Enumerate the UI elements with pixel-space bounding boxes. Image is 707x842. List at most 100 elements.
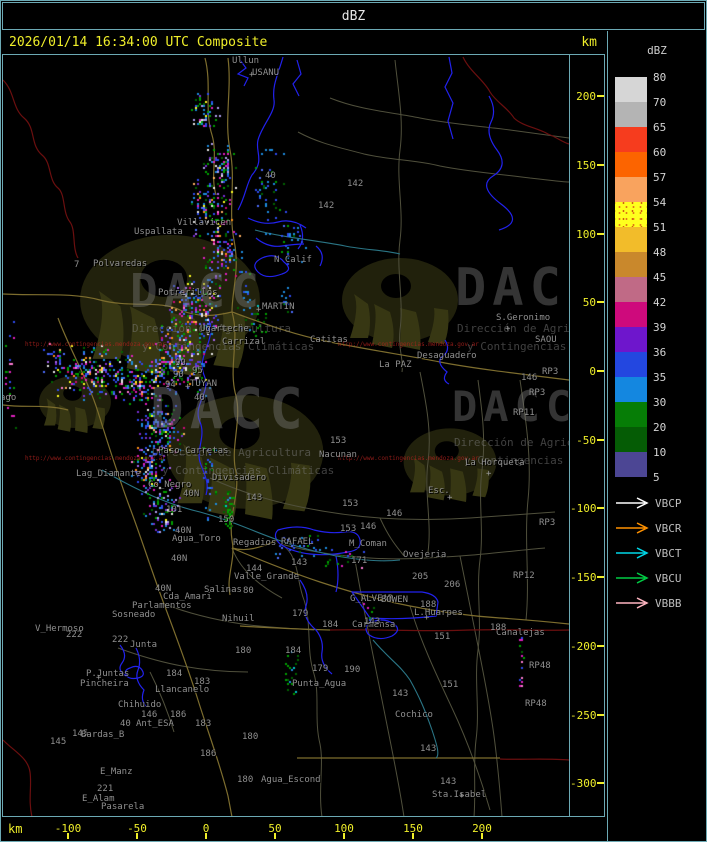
map-label: Paso_Carretas (158, 446, 229, 456)
scale-color-box (615, 427, 647, 452)
scale-color-box (615, 352, 647, 377)
map-label: 146 (360, 522, 377, 532)
map-label: N Calif (274, 255, 312, 265)
scale-value-label: 30 (653, 396, 667, 409)
map-label: 143 (291, 558, 308, 568)
axis-tick (597, 301, 604, 303)
map-label: M_Coman (349, 539, 387, 549)
map-label: La Horqueta (465, 458, 525, 468)
map-label: Catitas (310, 335, 348, 345)
scale-color-box (615, 302, 647, 327)
map-label: Polvaredas (93, 259, 148, 269)
axis-tick-label: -300 (570, 777, 597, 790)
map-label: 186 (170, 710, 187, 720)
map-label: V_Hermoso (35, 624, 84, 634)
axis-tick (597, 645, 604, 647)
legend-label: VBCU (655, 572, 682, 585)
map-label: Llancanelo (155, 685, 210, 695)
map-frame (2, 54, 570, 817)
map-label: 7 (74, 260, 80, 270)
scale-value-label: 20 (653, 421, 667, 434)
scale-color-box (615, 377, 647, 402)
scale-color-box (615, 177, 647, 202)
scale-color-box (615, 252, 647, 277)
watermark-url: http://www.contingencias.mendoza.gov.ar (338, 455, 479, 462)
axis-tick (597, 233, 604, 235)
map-label: Bardas_B (81, 730, 125, 740)
map-label: 153 (342, 499, 359, 509)
map-label: 184 (285, 646, 302, 656)
map-label: Cda_Amari (163, 592, 212, 602)
town-marker-icon: + (447, 493, 453, 503)
map-label: Agua_Escond (261, 775, 321, 785)
map-label: Regadios (233, 538, 277, 548)
map-label: 143 (440, 777, 457, 787)
map-label: 142 (347, 179, 364, 189)
map-label: 186 (200, 749, 217, 759)
scale-color-box (615, 452, 647, 477)
map-label: 171 (351, 556, 368, 566)
map-label: RP11 (513, 408, 535, 418)
axis-tick-label: -50 (576, 434, 596, 447)
map-label: Carrizal (222, 337, 266, 347)
axis-tick-label: 150 (403, 822, 423, 835)
map-label: 151 (442, 680, 459, 690)
scale-color-box (615, 227, 647, 252)
map-label: RP12 (513, 571, 535, 581)
scale-title: dBZ (647, 44, 667, 57)
town-marker-icon: + (424, 613, 430, 623)
radar-map: DACC Dirección de Agricultura y Contingenc… (3, 55, 569, 816)
map-label: Junta (130, 640, 158, 650)
watermark-dacc-text: DACC (455, 258, 569, 318)
axis-tick (481, 833, 483, 839)
watermark-subtitle: Dirección de Agricultura (457, 322, 569, 335)
map-label: Divisadero (212, 473, 267, 483)
map-label: Sosneado (112, 610, 156, 620)
map-label: Pasarela (101, 802, 145, 812)
scale-color-box (615, 202, 647, 227)
map-label: 146 (386, 509, 403, 519)
map-label: 180 (235, 646, 252, 656)
scale-color-box (615, 127, 647, 152)
map-label: Canalejas (496, 628, 545, 638)
watermark-subtitle: y Contingencias Climáticas (142, 340, 315, 353)
map-label: P.Juntas (86, 669, 130, 679)
map-label: RP48 (525, 699, 547, 709)
legend-label: VBCR (655, 522, 682, 535)
map-label: 188 (420, 600, 437, 610)
map-label: TUYAN (190, 379, 218, 389)
town-marker-icon: + (256, 305, 262, 315)
map-label: 146 (141, 710, 158, 720)
legend-arrow-icon (615, 521, 705, 535)
map-label: Agua_Toro (172, 534, 221, 544)
watermark-subtitle: Dirección de Agricultura (132, 322, 291, 335)
map-label: 101 (166, 505, 183, 515)
map-label: RAFAEL (281, 537, 314, 547)
map-label: 90 (173, 370, 184, 380)
scale-value-label: 54 (653, 196, 667, 209)
scale-value-label: 60 (653, 146, 667, 159)
map-label: S.Geronimo (496, 313, 551, 323)
town-marker-icon: + (96, 673, 102, 683)
town-marker-icon: + (505, 324, 511, 334)
watermark-subtitle: Dirección de Agricultura (152, 446, 311, 459)
map-label: 99 (175, 358, 186, 368)
map-label: 205 (412, 572, 429, 582)
axis-tick-label: -100 (54, 822, 82, 835)
axis-tick (412, 833, 414, 839)
map-label: 190 (344, 665, 361, 675)
axis-tick-label: 100 (576, 228, 596, 241)
map-label: Punta_Agua (292, 679, 347, 689)
map-label: Ugarteche (200, 324, 249, 334)
axis-tick-label: -50 (127, 822, 147, 835)
map-label: 145 (50, 737, 67, 747)
town-marker-icon: + (185, 382, 191, 392)
map-label: G_ALVEAR (350, 594, 394, 604)
axis-tick-label: -250 (570, 709, 597, 722)
map-label: Carmensa (352, 620, 396, 630)
axis-tick-label: 0 (202, 822, 210, 835)
axis-tick (67, 833, 69, 839)
map-label: 222 (66, 630, 83, 640)
axis-tick (597, 782, 604, 784)
watermark-subtitle: Dirección de Agricultura (454, 436, 569, 449)
